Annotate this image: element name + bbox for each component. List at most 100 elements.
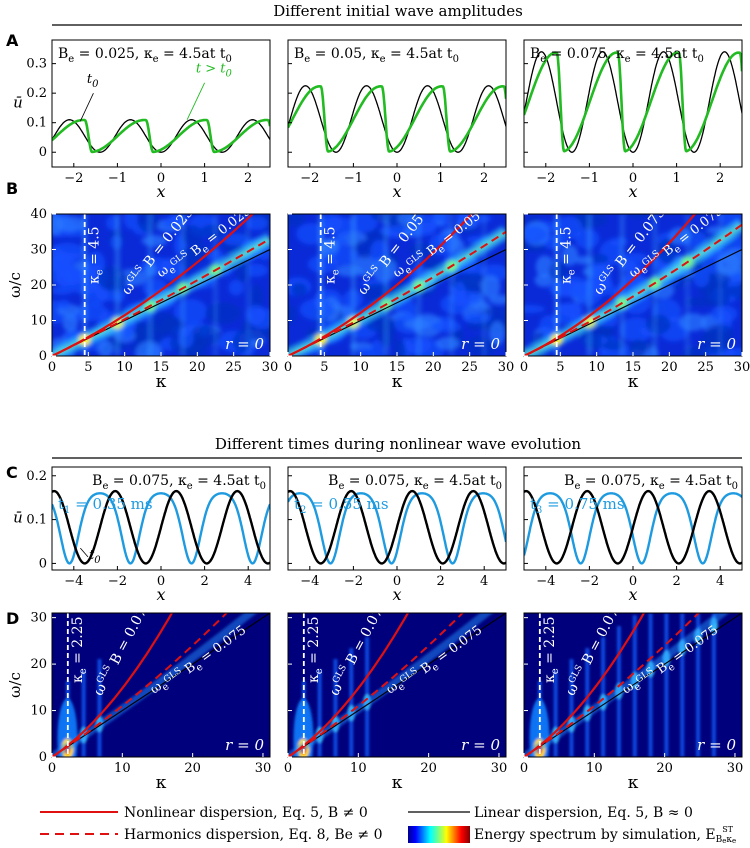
- series-t-line: [524, 492, 742, 565]
- x-tick-label: 1: [200, 171, 208, 186]
- x-tick-label: 0: [284, 360, 292, 375]
- plot-area: [524, 489, 742, 565]
- plot-area: [52, 118, 270, 154]
- x-tick-label: 5: [556, 360, 564, 375]
- r-label: r = 0: [461, 335, 500, 353]
- y-tick-label: 20: [30, 657, 47, 672]
- r-label: r = 0: [461, 736, 500, 754]
- x-axis-label: κ: [628, 372, 639, 392]
- x-tick-label: −1: [108, 171, 127, 186]
- x-tick-label: 10: [352, 360, 369, 375]
- panel-a-subplot-1: −2 −1 0 1 2 0 0.1 0.2 0.3 x ū Be = 0.025, κe = 4.5a…: [13, 39, 271, 201]
- nonlinear-dispersion-line: [524, 613, 646, 757]
- r-label: r = 0: [697, 335, 736, 353]
- x-tick-label: 20: [420, 761, 437, 776]
- x-tick-label: 2: [672, 574, 680, 589]
- legend-energy-colorbar: [408, 826, 470, 843]
- time-label: t3 = 0.75 ms: [530, 495, 625, 516]
- x-tick-label: −2: [300, 171, 319, 186]
- series-t0-line: [288, 85, 506, 153]
- y-tick-label: 0: [39, 349, 47, 364]
- kappa-e-label: κe = 4.5: [87, 226, 106, 284]
- panel-c-subplot-2: −4 −2 0 2 4 x Be = 0.075, κe = 4.5at t0 t2 = 0.…: [287, 466, 507, 604]
- x-tick-label: 10: [586, 761, 603, 776]
- plot-area: [524, 51, 742, 153]
- series-t-line: [288, 85, 506, 153]
- y-tick-label: 10: [30, 314, 47, 329]
- time-label: t2 = 0.55 ms: [294, 495, 389, 516]
- kappa-e-label: κe = 4.5: [323, 226, 342, 284]
- x-tick-label: 30: [262, 360, 279, 375]
- harmonics-dispersion-line: [288, 613, 465, 757]
- x-tick-label: 30: [491, 761, 508, 776]
- x-tick-label: 10: [350, 761, 367, 776]
- kappa-e-text: κe = 2.25: [306, 617, 325, 683]
- x-tick-label: 0: [157, 171, 165, 186]
- x-tick-label: 0: [629, 574, 637, 589]
- r-label: r = 0: [225, 335, 264, 353]
- time-label: t1 = 0.35 ms: [58, 495, 153, 516]
- x-tick-label: 20: [184, 761, 201, 776]
- series-t0-line: [524, 489, 742, 565]
- x-tick-label: 0: [48, 360, 56, 375]
- nonlinear-dispersion-line: [52, 214, 255, 356]
- x-tick-label: 1: [672, 171, 680, 186]
- x-tick-label: 2: [436, 574, 444, 589]
- harmonics-dispersion-line: [52, 613, 229, 757]
- x-tick-label: 0: [393, 171, 401, 186]
- y-tick-label: 0: [39, 750, 47, 765]
- x-tick-label: 20: [661, 360, 678, 375]
- harmonics-dispersion-line: [524, 613, 701, 757]
- panel-label-a: A: [6, 31, 19, 50]
- axes-frame: [287, 612, 507, 758]
- x-tick-label: 10: [114, 761, 131, 776]
- annotation-t-later: t > t0: [196, 61, 233, 79]
- x-tick-label: 20: [189, 360, 206, 375]
- x-tick-label: 0: [629, 171, 637, 186]
- kappa-e-label: κe = 2.25: [306, 617, 325, 683]
- section-title-bottom: Different times during nonlinear wave ev…: [215, 435, 581, 453]
- x-tick-label: −4: [536, 574, 555, 589]
- x-tick-label: 2: [716, 171, 724, 186]
- x-tick-label: −1: [580, 171, 599, 186]
- x-axis-label: κ: [156, 372, 167, 392]
- x-axis-label: x: [156, 585, 165, 604]
- annotation-t-pointer: [186, 82, 206, 120]
- legend-nonlinear-label: Nonlinear dispersion, Eq. 5, B ≠ 0: [124, 805, 368, 821]
- plot-area: [288, 489, 506, 565]
- x-tick-label: 30: [734, 360, 750, 375]
- x-axis-label: x: [628, 585, 637, 604]
- x-tick-label: 0: [48, 761, 56, 776]
- x-axis-label: κ: [156, 773, 167, 793]
- x-tick-label: −4: [300, 574, 319, 589]
- x-tick-label: 5: [84, 360, 92, 375]
- y-tick-label: 0.2: [26, 469, 47, 484]
- legend-linear-label: Linear dispersion, Eq. 5, B ≈ 0: [474, 805, 693, 821]
- x-tick-label: 4: [480, 574, 488, 589]
- subplot-title: Be = 0.075, κe = 4.5at t0: [564, 473, 738, 492]
- x-tick-label: 2: [480, 171, 488, 186]
- x-tick-label: 2: [200, 574, 208, 589]
- kappa-e-text: κe = 2.25: [542, 617, 561, 683]
- x-tick-label: 30: [255, 761, 272, 776]
- y-tick-label: 0.1: [26, 513, 47, 528]
- y-tick-label: 10: [30, 704, 47, 719]
- x-axis-label: x: [392, 182, 401, 201]
- x-tick-label: 0: [393, 574, 401, 589]
- x-axis-label: x: [392, 585, 401, 604]
- x-tick-label: 20: [425, 360, 442, 375]
- annotation-t0: t0: [89, 548, 101, 566]
- heatmap-area: [52, 214, 270, 356]
- r-label: r = 0: [697, 736, 736, 754]
- panel-a-subplot-2: −2 −1 0 1 2 x Be = 0.05, κe = 4.5at t0: [287, 39, 507, 201]
- heatmap-area: [52, 613, 270, 757]
- y-tick-label: 20: [30, 278, 47, 293]
- subplot-title: Be = 0.075, κe = 4.5at t0: [530, 46, 704, 65]
- heatmap-area: [288, 613, 506, 757]
- kappa-e-text: κe = 4.5: [323, 226, 342, 284]
- y-tick-label: 0.3: [26, 57, 47, 72]
- series-t-line: [524, 51, 742, 153]
